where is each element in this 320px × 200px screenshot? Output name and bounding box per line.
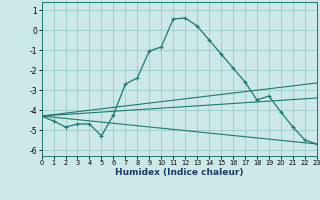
X-axis label: Humidex (Indice chaleur): Humidex (Indice chaleur) xyxy=(115,168,244,177)
